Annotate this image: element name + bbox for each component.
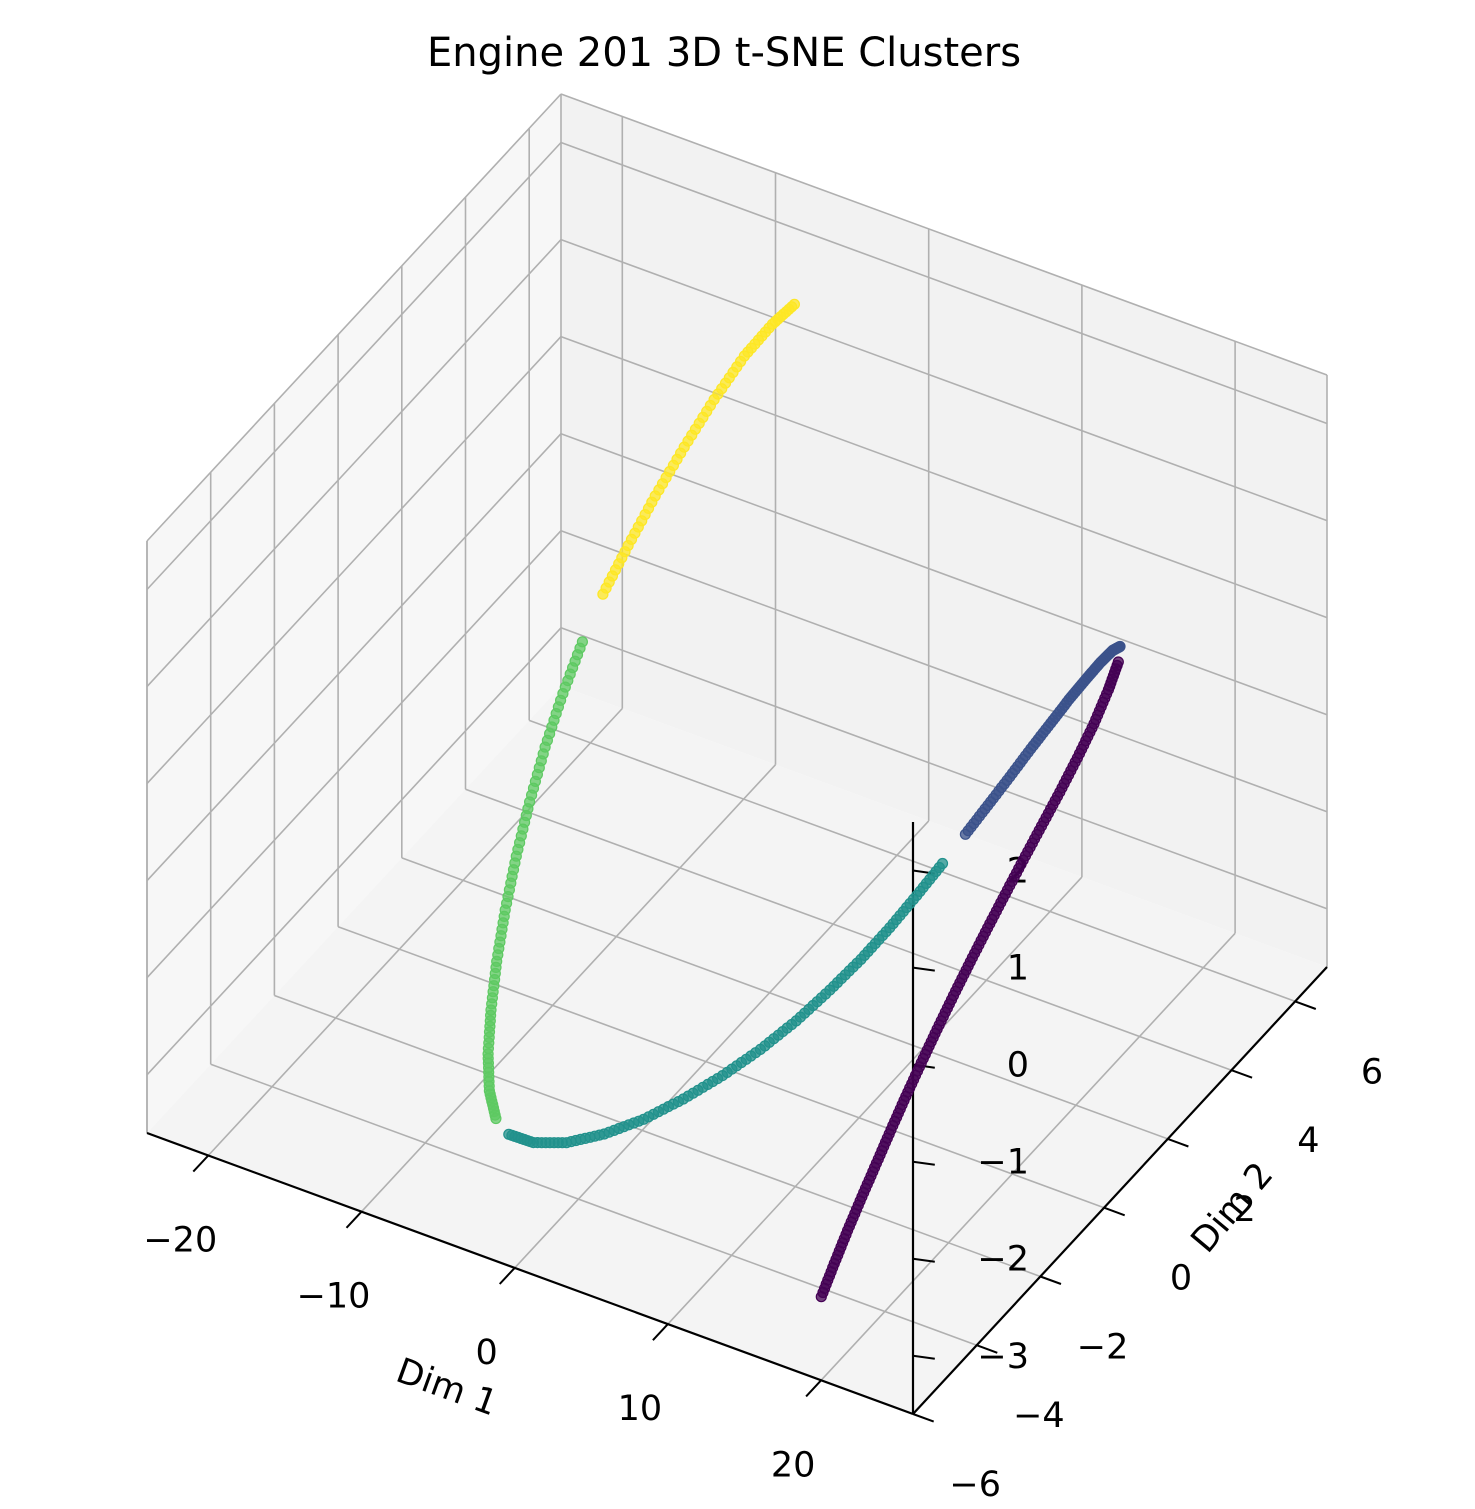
x-tick-mark: [652, 1323, 669, 1341]
x-tick-label: −20: [143, 1221, 217, 1261]
z-tick-label: 1: [1007, 949, 1029, 989]
z-tick-mark: [912, 966, 935, 972]
grid-line-z: [560, 432, 1328, 716]
grid-line-z: [146, 239, 562, 688]
x-tick-label: 20: [771, 1445, 816, 1485]
data-point-cluster-2: [503, 1128, 515, 1140]
grid-line-x: [820, 932, 1236, 1381]
z-tick-label: −3: [977, 1337, 1029, 1377]
y-tick-label: 6: [1361, 1052, 1383, 1092]
grid-line-x: [667, 876, 1083, 1325]
axis-panes: [147, 94, 1327, 1414]
back-pane: [561, 94, 1327, 967]
y-tick-mark: [912, 1413, 935, 1423]
z-tick-mark: [912, 1354, 935, 1360]
grid-line-z: [146, 336, 562, 785]
floor-pane: [147, 686, 1327, 1414]
x-tick-mark: [805, 1379, 822, 1398]
grid-line-x: [514, 820, 930, 1269]
grid-lines: [146, 93, 1328, 1415]
y-tick-label: 0: [1170, 1259, 1192, 1299]
data-point-cluster-1: [959, 828, 972, 840]
data-point-cluster-3: [490, 1112, 502, 1125]
x-tick-label: −10: [297, 1277, 371, 1317]
x-tick-label: 0: [476, 1333, 498, 1373]
left-pane: [147, 94, 561, 1133]
z-tick-mark: [912, 1257, 935, 1263]
data-point-cluster-4: [597, 588, 609, 600]
grid-line-z: [560, 627, 1328, 910]
grid-line-y: [337, 925, 1105, 1209]
grid-line-z: [560, 529, 1328, 813]
y-tick-label: 4: [1297, 1121, 1319, 1161]
x-tick-label: 10: [618, 1389, 663, 1429]
z-tick-label: −2: [977, 1240, 1029, 1280]
y-axis-line: [912, 966, 1328, 1415]
grid-line-y: [210, 1063, 977, 1346]
y-tick-mark: [1294, 1000, 1317, 1010]
data-points: [482, 298, 1126, 1303]
y-tick-label: 2: [1234, 1190, 1256, 1230]
grid-line-y: [465, 788, 1232, 1071]
y-tick-label: −2: [1077, 1328, 1129, 1368]
grid-line-z: [560, 335, 1328, 619]
x-tick-mark: [345, 1211, 363, 1229]
y-tick-label: −6: [949, 1465, 1001, 1505]
z-tick-label: −1: [977, 1143, 1029, 1183]
grid-line-z: [146, 530, 562, 979]
y-tick-mark: [1167, 1137, 1189, 1148]
y-tick-mark: [1231, 1069, 1253, 1079]
x-tick-mark: [498, 1267, 516, 1285]
grid-line-z: [146, 433, 562, 882]
grid-line-z: [146, 627, 562, 1076]
z-tick-label: 0: [1007, 1046, 1029, 1086]
y-tick-mark: [1040, 1275, 1062, 1285]
pane-edge: [146, 93, 562, 542]
data-point-cluster-0: [815, 1291, 827, 1303]
grid-line-x: [207, 707, 623, 1157]
grid-line-x: [360, 764, 777, 1213]
grid-line-y: [401, 857, 1169, 1140]
chart-title: Engine 201 3D t-SNE Clusters: [427, 30, 1021, 76]
z-tick-mark: [912, 1160, 935, 1166]
pane-edge: [560, 93, 1328, 376]
grid-line-z: [146, 141, 562, 591]
y-axis-label: Dim 2: [1184, 1155, 1282, 1261]
y-tick-label: −4: [1013, 1396, 1065, 1436]
grid-line-z: [560, 141, 1328, 425]
x-tick-mark: [192, 1154, 210, 1173]
y-tick-mark: [976, 1344, 998, 1354]
y-tick-mark: [1103, 1206, 1126, 1217]
x-axis-line: [146, 1131, 914, 1416]
grid-line-z: [560, 238, 1328, 522]
